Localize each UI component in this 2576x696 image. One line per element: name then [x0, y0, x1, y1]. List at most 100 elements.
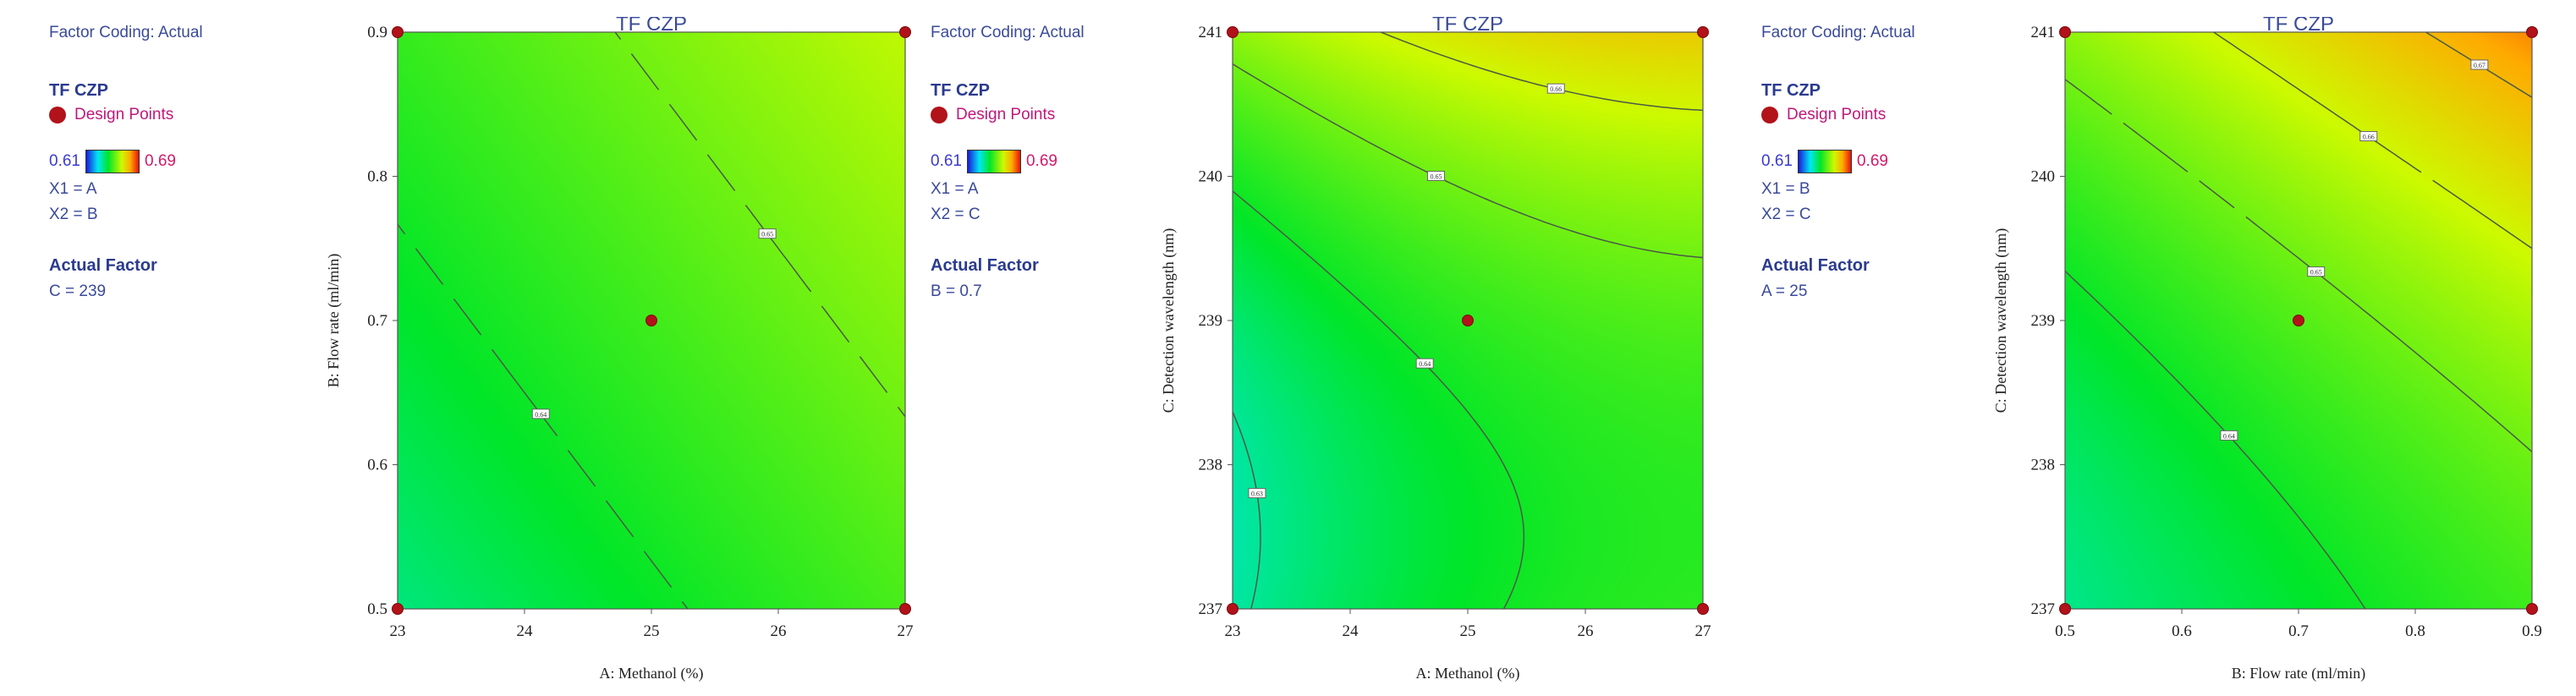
color-scale: 0.61 0.69	[1761, 150, 1915, 173]
chart-title: TF CZP	[2263, 17, 2334, 36]
y-tick-label: 0.7	[367, 312, 387, 330]
y-tick-label: 239	[2031, 312, 2056, 330]
design-point	[2059, 603, 2071, 615]
x1-assignment: X1 = A	[931, 180, 979, 198]
actual-factor-value: C = 239	[49, 282, 107, 300]
x-axis-label: B: Flow rate (ml/min)	[2232, 665, 2365, 682]
design-point	[392, 26, 404, 38]
svg-text:0.66: 0.66	[1550, 85, 1562, 93]
y-tick-label: 240	[2031, 168, 2056, 186]
design-point	[392, 603, 404, 615]
y-tick-label: 237	[2031, 600, 2056, 618]
factor-coding-label: Factor Coding: Actual	[49, 24, 203, 41]
y-axis-label: B: Flow rate (ml/min)	[325, 254, 343, 387]
x-tick-label: 26	[1578, 622, 1594, 640]
design-point	[1697, 26, 1709, 38]
design-points-label: Design Points	[74, 106, 174, 123]
x-tick-label: 26	[771, 622, 787, 640]
response-title: TF CZP	[931, 81, 990, 100]
scale-min: 0.61	[1761, 152, 1793, 170]
contour-line	[1233, 190, 1525, 609]
y-tick-label: 0.5	[367, 600, 387, 618]
design-point-marker-icon	[1761, 107, 1778, 123]
color-scale-bar	[1797, 150, 1852, 173]
design-point	[1462, 315, 1474, 326]
response-title: TF CZP	[49, 81, 108, 100]
x-tick-label: 24	[517, 622, 534, 640]
contour-label: 0.66	[2359, 131, 2378, 142]
y-tick-label: 241	[2031, 24, 2056, 41]
design-point	[2526, 603, 2538, 615]
x2-assignment: X2 = C	[931, 206, 980, 223]
color-scale: 0.61 0.69	[49, 150, 203, 173]
response-title: TF CZP	[1761, 81, 1821, 100]
design-point	[899, 26, 911, 38]
contour-line	[614, 32, 905, 418]
design-point	[1227, 603, 1239, 615]
x-axis-label: A: Methanol (%)	[1416, 665, 1520, 682]
svg-text:0.63: 0.63	[1251, 490, 1263, 498]
design-points-legend: Design Points	[931, 106, 1085, 124]
x-tick-label: 0.9	[2522, 622, 2542, 640]
scale-max: 0.69	[144, 152, 176, 170]
design-points-label: Design Points	[956, 106, 1056, 123]
y-axis-label: C: Detection wavelength (nm)	[1992, 228, 2010, 413]
actual-factor-header: Actual Factor	[49, 256, 157, 275]
x-tick-label: 25	[644, 622, 660, 640]
design-point	[2526, 26, 2538, 38]
actual-factor-value: B = 0.7	[931, 282, 982, 300]
svg-text:0.64: 0.64	[1419, 360, 1431, 368]
x-tick-label: 23	[1225, 622, 1241, 640]
design-points-label: Design Points	[1787, 106, 1887, 123]
svg-text:0.67: 0.67	[2474, 62, 2485, 69]
scale-max: 0.69	[1856, 152, 1888, 170]
actual-factor-value: A = 25	[1761, 282, 1808, 300]
design-point	[2293, 315, 2304, 326]
contour-chart-methanol-vs-wavelength: 0.63 0.64 0.65 0.66 TF CZP 23 24 25 26 27 237 238 23…	[1160, 17, 1711, 682]
contour-label: 0.65	[2307, 266, 2326, 277]
x-tick-label: 0.8	[2405, 622, 2425, 640]
scale-min: 0.61	[931, 152, 962, 170]
contour-label: 0.65	[758, 228, 777, 239]
x-axis-label: A: Methanol (%)	[600, 665, 704, 682]
svg-text:0.66: 0.66	[2363, 134, 2375, 141]
y-tick-label: 240	[1199, 168, 1223, 186]
actual-factor-header: Actual Factor	[1761, 256, 1870, 275]
x-tick-label: 27	[898, 622, 914, 640]
chart-title: TF CZP	[616, 17, 687, 36]
contour-line	[2065, 271, 2366, 609]
contour-chart-methanol-vs-flow-rate: 0.64 0.65 TF CZP 23 24 25 26 27 0.5 0.6 0.7 0.8 0.9 A…	[325, 17, 914, 682]
design-point	[2059, 26, 2071, 38]
contour-line	[398, 223, 689, 609]
chart-title: TF CZP	[1432, 17, 1503, 36]
y-tick-label: 241	[1199, 24, 1223, 41]
contour-label: 0.63	[1248, 488, 1266, 499]
contour-label: 0.64	[1415, 358, 1434, 369]
contour-chart-flow-rate-vs-wavelength: 0.64 0.65 0.66 0.67 TF CZP 0.5 0.6 0.7 0.8 0.9 237…	[1992, 17, 2542, 682]
contour-label: 0.65	[1426, 171, 1445, 181]
y-tick-label: 237	[1199, 600, 1223, 618]
x2-assignment: X2 = B	[49, 206, 98, 223]
factor-coding-label: Factor Coding: Actual	[1761, 24, 1915, 41]
design-points-legend: Design Points	[49, 106, 203, 124]
contour-label: 0.64	[2220, 430, 2238, 441]
color-scale: 0.61 0.69	[931, 150, 1085, 173]
design-point-marker-icon	[931, 107, 947, 123]
x-tick-label: 0.5	[2055, 622, 2075, 640]
svg-text:0.65: 0.65	[1430, 173, 1442, 181]
y-tick-label: 238	[1199, 457, 1223, 474]
scale-max: 0.69	[1025, 152, 1057, 170]
scale-min: 0.61	[49, 152, 80, 170]
x-tick-label: 23	[390, 622, 406, 640]
y-tick-label: 0.6	[367, 457, 387, 474]
contour-label: 0.64	[531, 408, 550, 419]
design-point	[645, 315, 657, 326]
x-tick-label: 0.7	[2288, 622, 2309, 640]
design-point	[1227, 26, 1239, 38]
factor-coding-label: Factor Coding: Actual	[931, 24, 1085, 41]
design-point	[899, 603, 911, 615]
color-scale-bar	[966, 150, 1021, 173]
contour-label: 0.67	[2470, 59, 2489, 70]
svg-text:0.64: 0.64	[535, 411, 547, 419]
